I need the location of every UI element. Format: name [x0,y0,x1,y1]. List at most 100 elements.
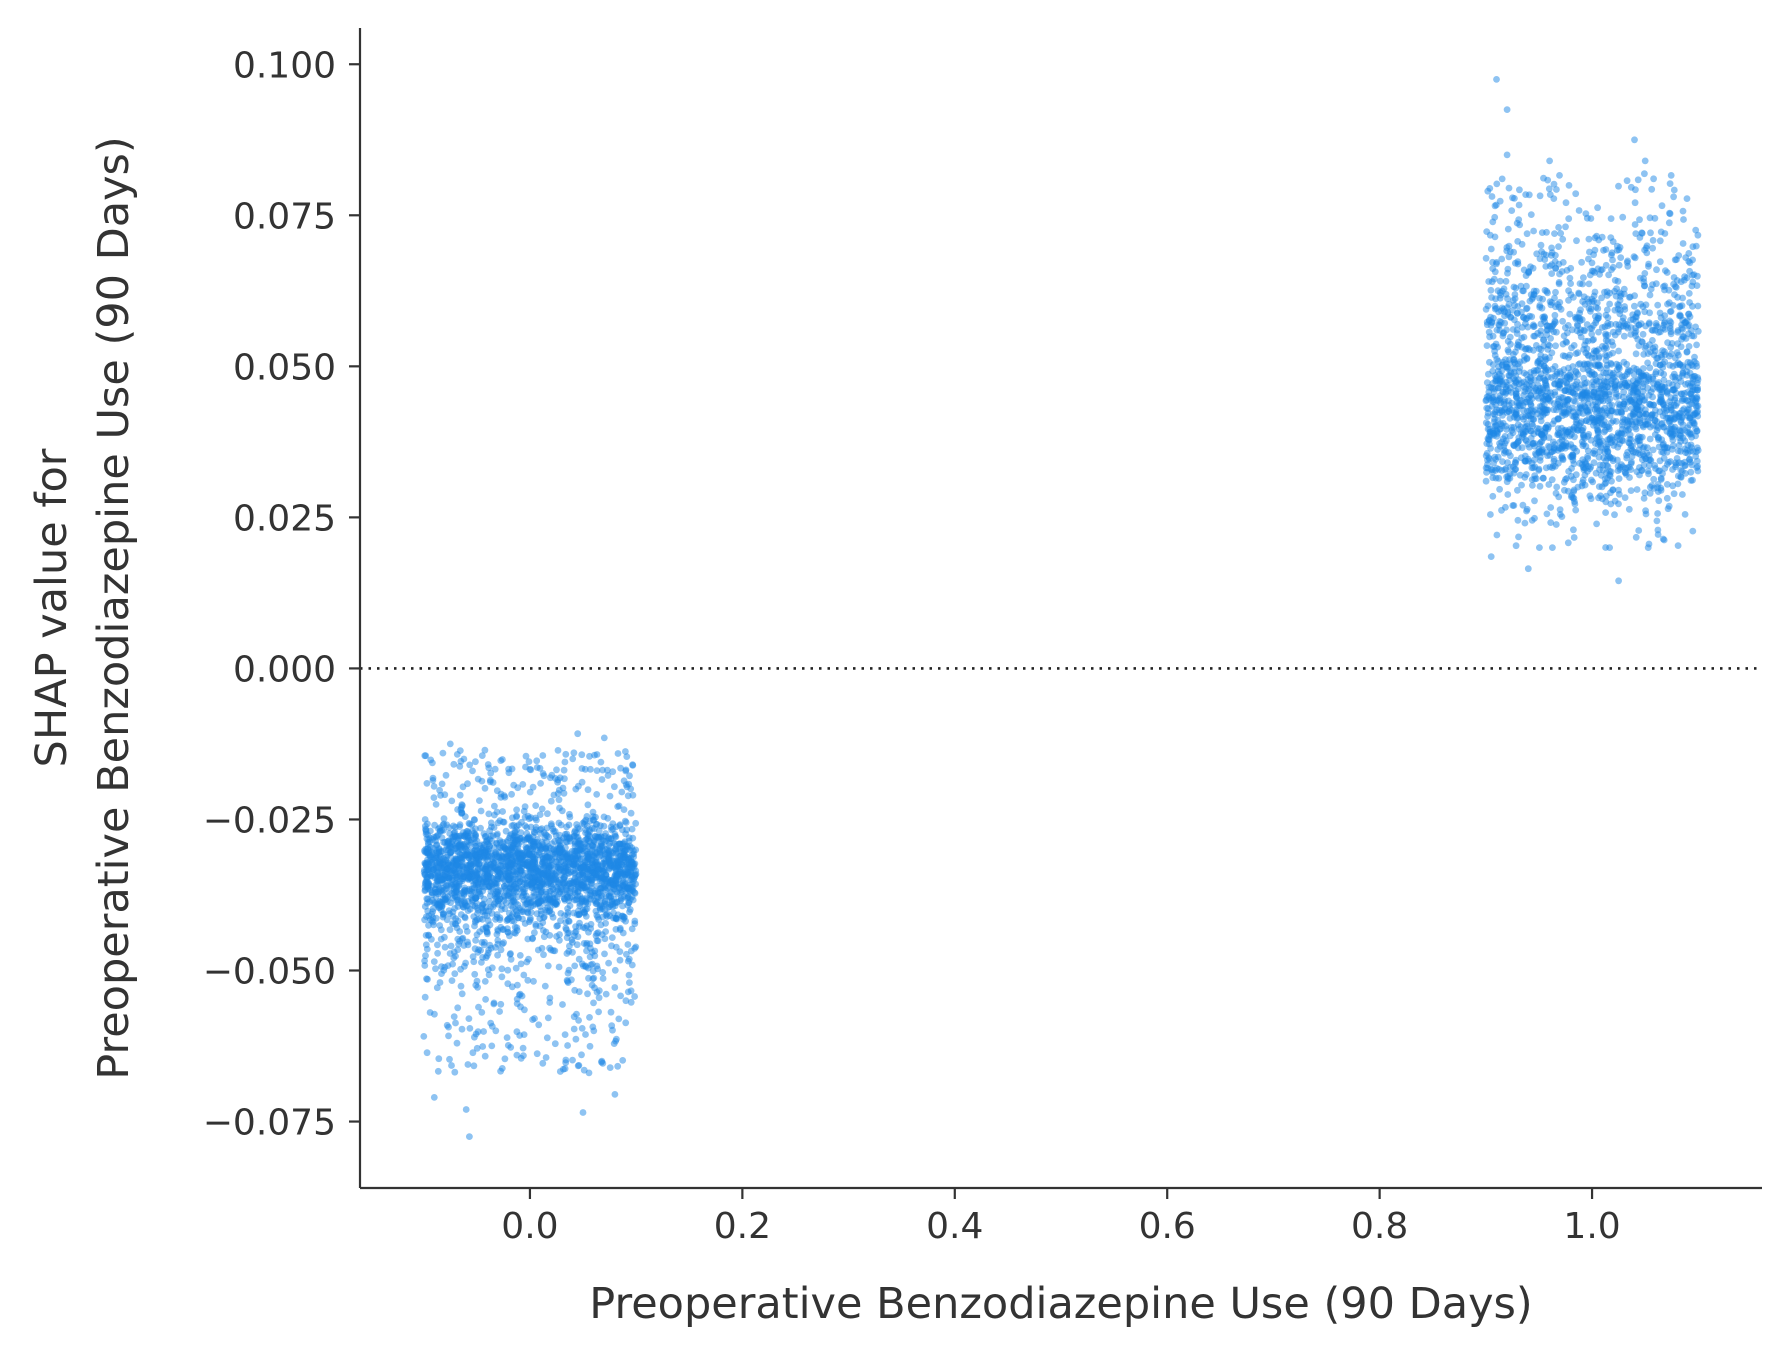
scatter-point [1660,283,1667,290]
scatter-point [600,813,608,821]
scatter-point [1517,282,1525,290]
scatter-point [565,929,573,937]
scatter-point [481,867,489,875]
scatter-point [1510,424,1518,431]
scatter-point [557,917,564,925]
scatter-point [561,775,568,783]
scatter-point [1644,444,1651,452]
scatter-point [1595,494,1602,502]
scatter-point [423,975,430,983]
scatter-point [1604,322,1612,330]
scatter-point [583,894,590,902]
scatter-point [1562,223,1569,231]
scatter-point [1676,311,1684,319]
scatter-point [1570,476,1577,484]
scatter-point [1514,341,1521,349]
scatter-point [1508,207,1516,215]
scatter-point [1491,268,1499,276]
scatter-point [486,941,494,949]
scatter-point [554,747,562,754]
scatter-point [612,823,620,831]
scatter-point [1656,457,1664,465]
scatter-point [1502,503,1509,511]
scatter-point [1493,531,1501,539]
scatter-point [493,787,501,795]
scatter-point [473,871,481,879]
scatter-point [1509,326,1517,333]
scatter-point [1555,224,1562,231]
scatter-point [458,870,466,877]
scatter-point [595,994,603,1002]
scatter-point [1623,177,1631,185]
scatter-point [553,766,560,774]
scatter-point [1645,263,1652,270]
scatter-point [526,916,534,924]
scatter-point [617,764,624,772]
scatter-point [514,981,521,989]
scatter-point [513,806,520,814]
scatter-points [420,76,1702,1140]
scatter-point [1523,354,1531,362]
scatter-point [456,791,464,799]
scatter-point [1583,214,1591,222]
scatter-point [1527,211,1535,219]
scatter-point [1635,321,1643,329]
scatter-point [1595,312,1603,320]
scatter-point [604,772,612,779]
scatter-point [1689,476,1696,484]
scatter-point [1589,478,1597,486]
scatter-point [1624,426,1632,434]
scatter-point [1598,407,1606,415]
scatter-point [572,862,580,869]
scatter-point [1669,302,1677,309]
scatter-point [537,780,544,787]
scatter-point [574,888,582,895]
scatter-point [496,1008,503,1015]
scatter-point [1694,231,1702,239]
scatter-point [457,965,464,973]
scatter-point [1523,305,1530,313]
scatter-point [529,893,537,901]
scatter-point [588,878,595,886]
scatter-point [1632,230,1640,238]
scatter-point [1522,345,1529,353]
scatter-point [422,880,429,888]
scatter-point [509,878,517,886]
scatter-point [1542,263,1550,270]
scatter-point [467,858,475,865]
scatter-point [561,1031,569,1038]
scatter-point [1654,481,1662,488]
scatter-point [450,1013,458,1020]
scatter-point [551,775,559,782]
scatter-point [1524,440,1532,448]
scatter-point [617,992,624,1000]
scatter-point [1511,295,1519,302]
scatter-point [469,902,477,909]
scatter-point [1681,511,1689,518]
scatter-point [1604,314,1612,321]
scatter-point [1643,249,1651,257]
scatter-point [1685,310,1692,318]
scatter-point [1615,490,1623,498]
scatter-point [602,919,609,927]
scatter-point [596,884,604,892]
scatter-point [596,853,603,860]
scatter-point [513,1000,521,1007]
scatter-point [531,843,538,851]
scatter-point [1598,233,1606,241]
scatter-point [433,984,441,992]
scatter-point [629,762,637,769]
scatter-point [1508,399,1516,407]
scatter-point [1645,540,1653,548]
scatter-point [1639,303,1647,310]
scatter-point [1566,351,1574,359]
scatter-point [627,998,635,1006]
scatter-point [503,1034,511,1041]
scatter-point [1636,411,1643,419]
scatter-point [1527,406,1535,414]
scatter-point [542,1054,550,1061]
scatter-point [1585,235,1593,243]
scatter-point [534,946,542,954]
scatter-point [1557,230,1565,237]
scatter-point [1579,463,1587,471]
